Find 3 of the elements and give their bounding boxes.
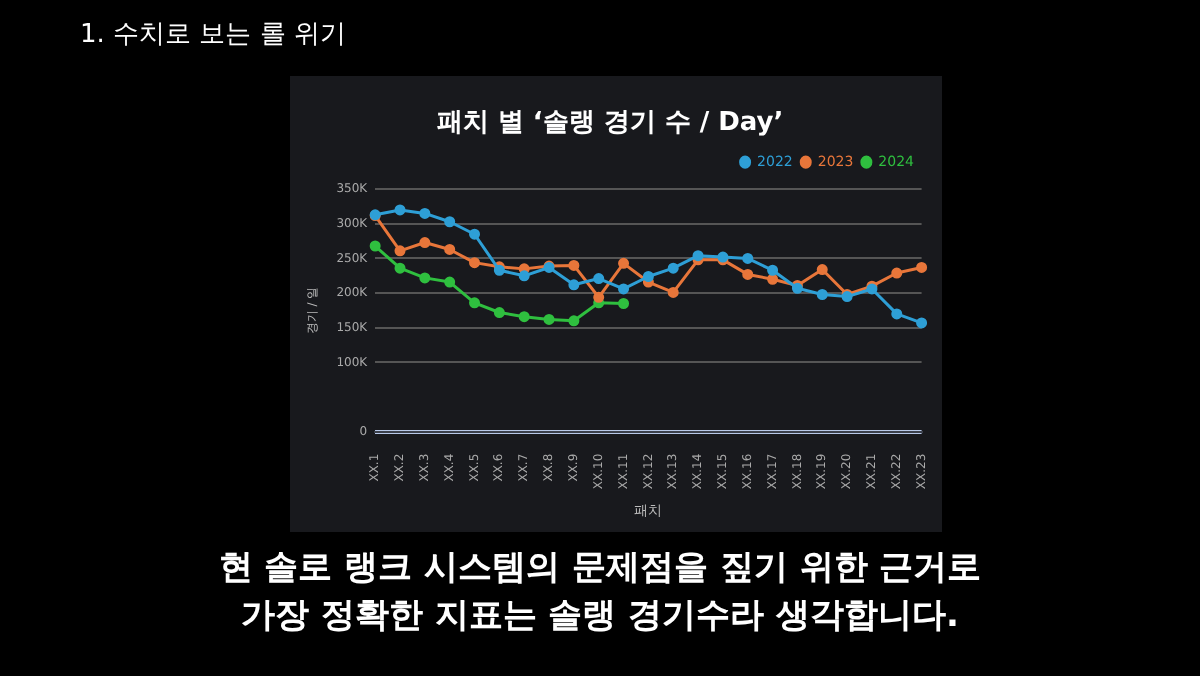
text: 현 솔로 랭크 시스템의 문제점을 짚기 위한 근거로 가장 정확한 지표는 솔랭 경기수라 생각합니다. [216, 546, 984, 640]
chart-title: 패치 별 ‘솔랭 경기 수 / Day’ [436, 108, 784, 139]
chart-subtitle: 1. 수치로 보는 롤 위기 [80, 18, 346, 52]
